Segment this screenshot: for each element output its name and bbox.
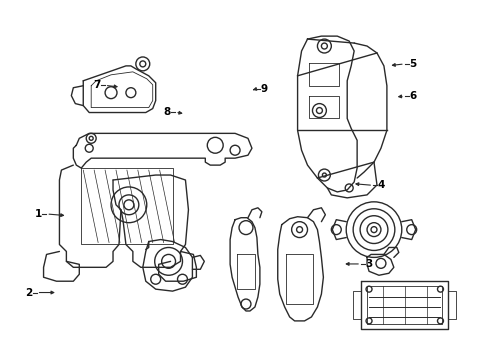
Text: 5: 5 [409,59,416,69]
Text: 1: 1 [35,209,42,219]
Text: 9: 9 [261,84,268,94]
Text: 6: 6 [409,91,416,101]
Text: 7: 7 [93,80,100,90]
Text: 8: 8 [164,107,171,117]
Text: 3: 3 [366,259,372,269]
Text: 4: 4 [377,180,385,190]
Text: 2: 2 [25,288,32,297]
